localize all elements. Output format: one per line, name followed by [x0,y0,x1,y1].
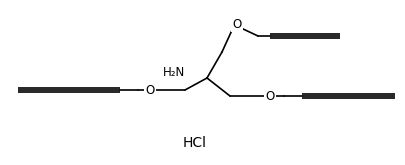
Text: HCl: HCl [183,136,207,150]
Text: O: O [265,89,274,102]
Text: O: O [232,17,241,31]
Text: O: O [145,83,154,97]
Text: H₂N: H₂N [162,66,185,79]
